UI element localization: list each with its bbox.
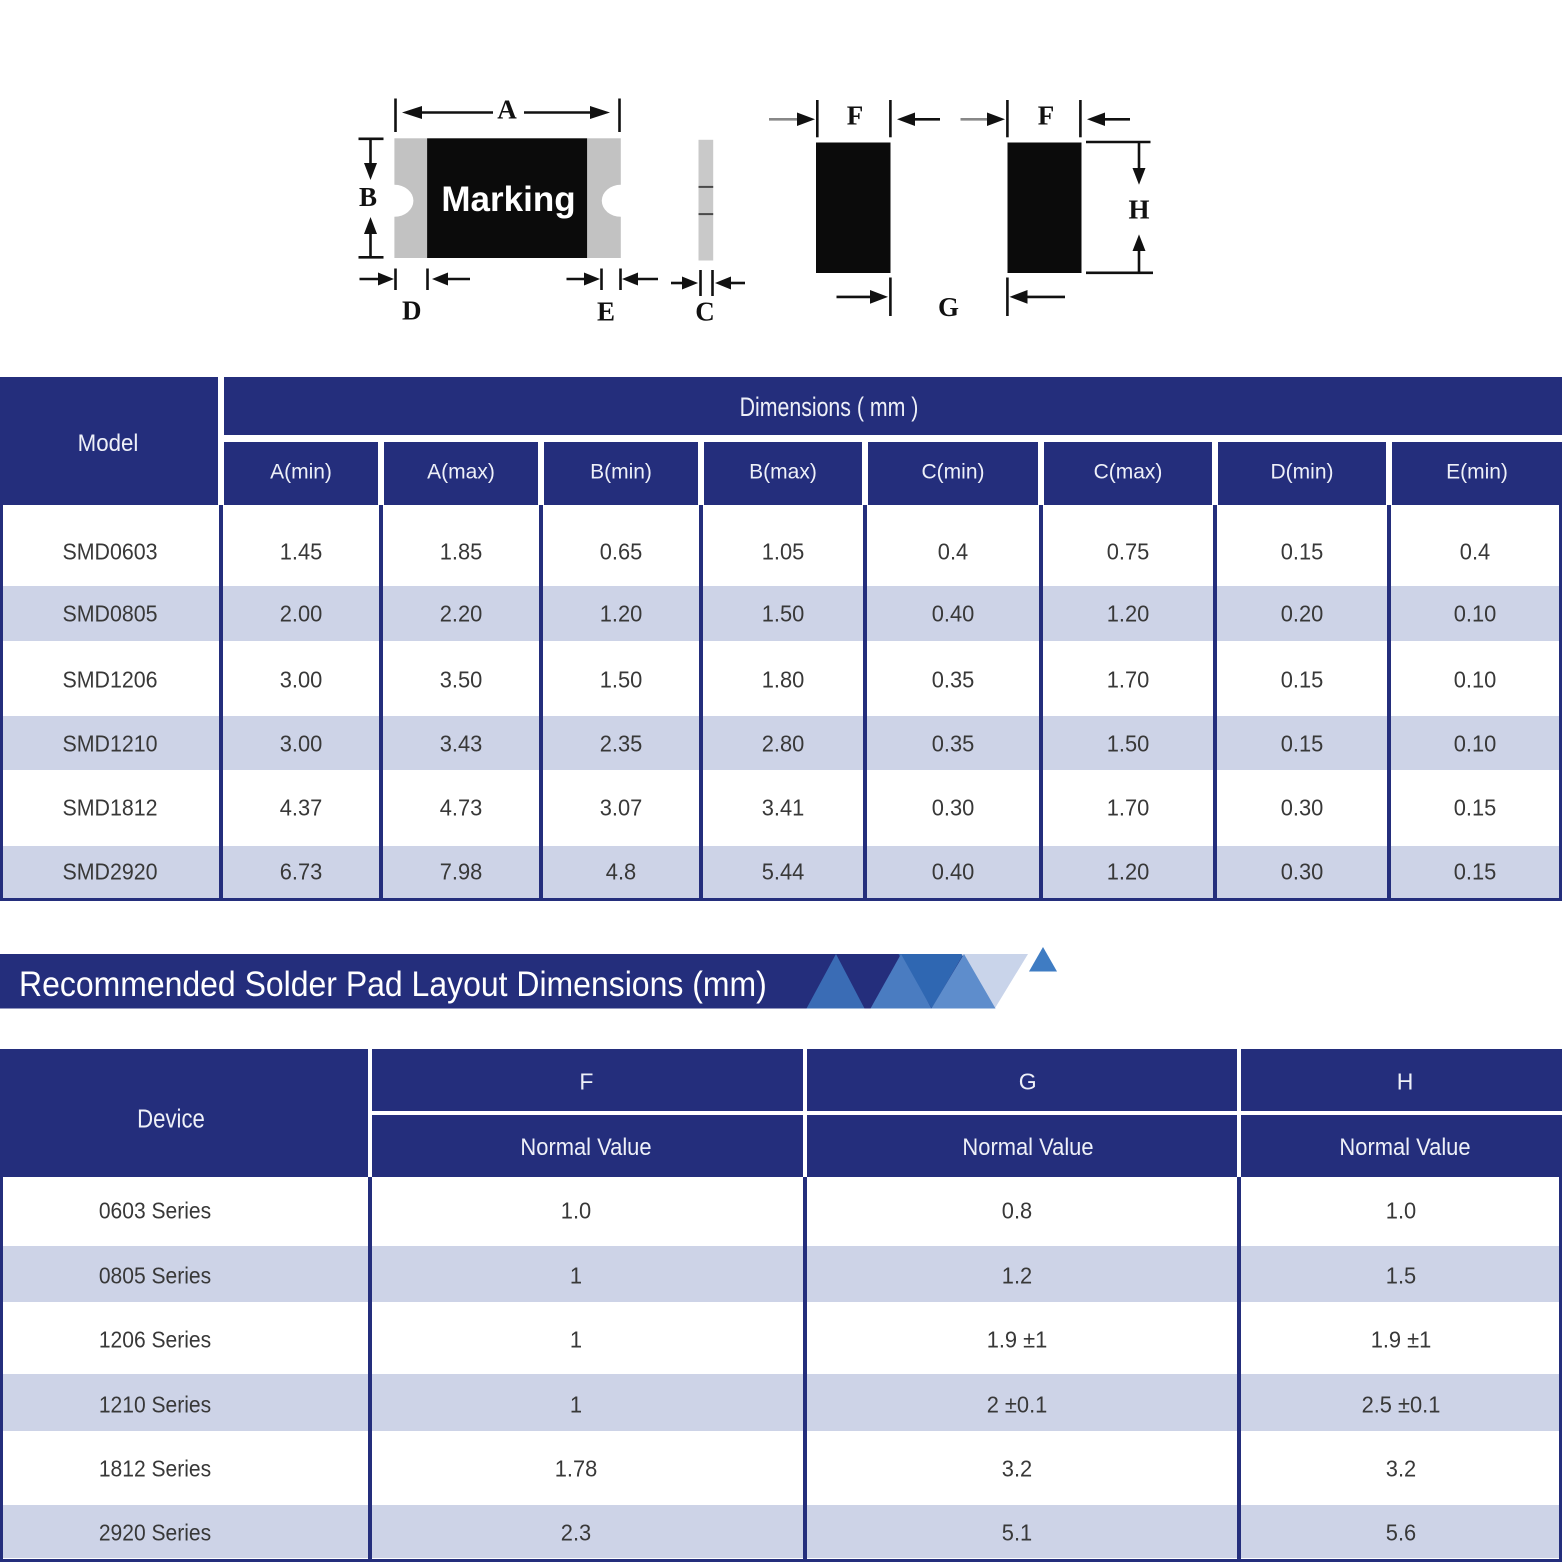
svg-text:F: F — [1038, 101, 1055, 131]
svg-text:B: B — [359, 182, 377, 212]
svg-text:E: E — [597, 297, 615, 327]
svg-text:G: G — [938, 292, 959, 322]
svg-text:H: H — [1128, 194, 1149, 224]
svg-text:D: D — [402, 296, 422, 326]
svg-text:C: C — [695, 297, 715, 327]
svg-text:A: A — [497, 95, 517, 125]
svg-text:Marking: Marking — [441, 180, 575, 219]
svg-text:F: F — [847, 101, 864, 131]
